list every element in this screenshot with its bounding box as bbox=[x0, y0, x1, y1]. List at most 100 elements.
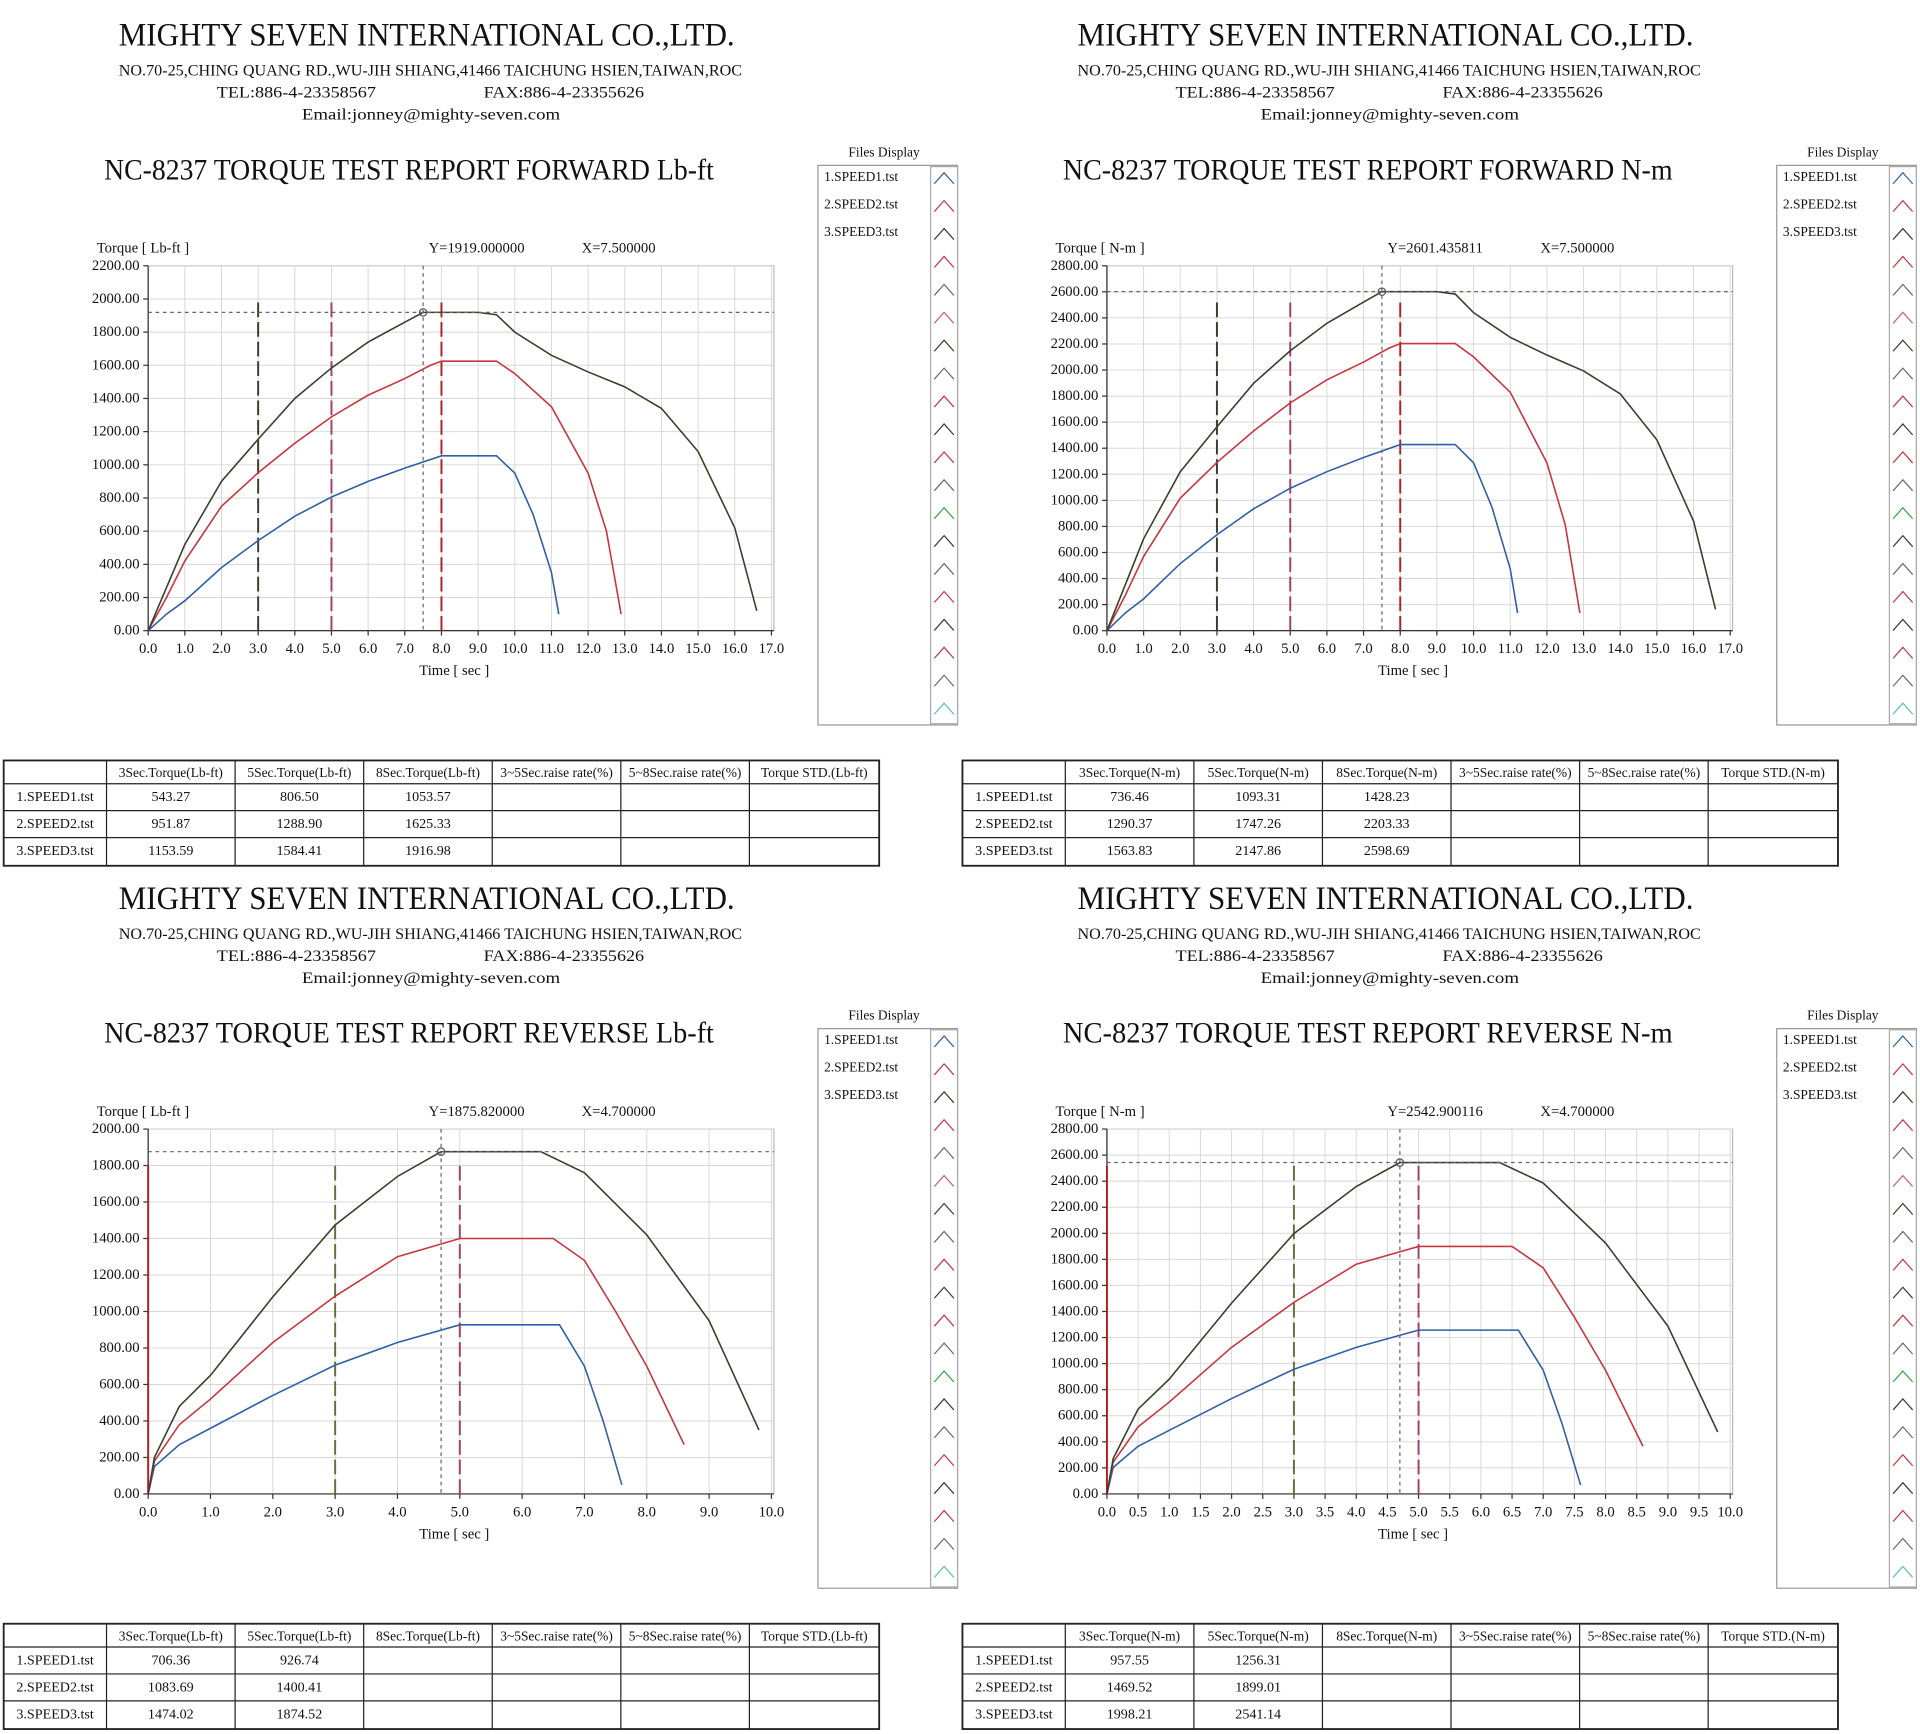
x-tick-label: 5.0 bbox=[1409, 1504, 1427, 1520]
file-icon bbox=[1892, 646, 1914, 659]
table-frame bbox=[2, 1622, 881, 1730]
x-tick-label: 5.0 bbox=[322, 641, 340, 657]
file-icon bbox=[933, 1397, 955, 1411]
y-tick-label: 2400.00 bbox=[1051, 1173, 1099, 1189]
y-tick-label: 1000.00 bbox=[1051, 492, 1099, 508]
x-tick-label: 8.0 bbox=[638, 1504, 656, 1520]
x-tick-label: 10.0 bbox=[502, 641, 528, 657]
file-icon bbox=[933, 1565, 955, 1578]
file-icon bbox=[933, 199, 955, 213]
x-tick-label: 2.5 bbox=[1254, 1504, 1272, 1520]
x-tick-label: 3.0 bbox=[1285, 1504, 1303, 1520]
y-tick-label: 2200.00 bbox=[1051, 1199, 1099, 1215]
table-cell: 1153.59 bbox=[148, 843, 193, 859]
company-fax: FAX:886-4-23355626 bbox=[484, 948, 644, 965]
y-tick-label: 800.00 bbox=[99, 490, 139, 506]
legend-entry: 3.SPEED3.tst bbox=[824, 224, 898, 239]
file-icon bbox=[933, 367, 955, 380]
company-address: NO.70-25,CHING QUANG RD.,WU-JIH SHIANG,4… bbox=[119, 926, 742, 943]
table-row-name: 1.SPEED1.tst bbox=[16, 789, 94, 805]
y-tick-label: 2000.00 bbox=[1051, 362, 1099, 378]
y-tick-label: 200.00 bbox=[1058, 597, 1098, 613]
x-tick-label: 12.0 bbox=[1534, 641, 1560, 657]
x-tick-label: 6.0 bbox=[1318, 641, 1336, 657]
cursor-x-label: X=7.500000 bbox=[582, 241, 656, 257]
file-icon bbox=[933, 702, 955, 715]
file-icon bbox=[933, 395, 955, 408]
y-tick-label: 400.00 bbox=[99, 556, 139, 572]
file-icon bbox=[1892, 562, 1914, 575]
x-tick-label: 4.0 bbox=[388, 1504, 406, 1520]
company-fax: FAX:886-4-23355626 bbox=[1442, 85, 1602, 102]
table-header-cell: 3~5Sec.raise rate(%) bbox=[500, 1628, 613, 1643]
table-header-cell: Torque STD.(Lb-ft) bbox=[761, 1628, 868, 1643]
file-icon bbox=[933, 674, 955, 687]
table-cell: 2203.33 bbox=[1364, 816, 1410, 832]
file-icon bbox=[933, 646, 955, 659]
x-tick-label: 0.0 bbox=[1098, 641, 1116, 657]
cursor-y-label: Y=2601.435811 bbox=[1387, 241, 1482, 257]
company-email: Email:jonney@mighty-seven.com bbox=[1261, 970, 1520, 987]
x-tick-label: 10.0 bbox=[1717, 1504, 1743, 1520]
files-icon-column bbox=[930, 1029, 959, 1588]
legend-entry: 2.SPEED2.tst bbox=[1783, 196, 1857, 211]
x-tick-label: 1.0 bbox=[1134, 641, 1152, 657]
cursor-y-label: Y=2542.900116 bbox=[1387, 1104, 1482, 1120]
table-cell: 806.50 bbox=[280, 789, 319, 805]
x-tick-label: 6.0 bbox=[359, 641, 377, 657]
file-icon bbox=[933, 171, 955, 185]
file-icon bbox=[1892, 1425, 1914, 1439]
table-header-cell: Torque STD.(N-m) bbox=[1721, 1628, 1825, 1643]
legend-entry: 1.SPEED1.tst bbox=[824, 169, 898, 184]
y-tick-label: 1200.00 bbox=[1051, 1330, 1099, 1346]
x-tick-label: 3.0 bbox=[326, 1504, 344, 1520]
company-address: NO.70-25,CHING QUANG RD.,WU-JIH SHIANG,4… bbox=[1078, 63, 1701, 80]
file-icon bbox=[1892, 1481, 1914, 1495]
cursor-y-label: Y=1875.820000 bbox=[429, 1104, 525, 1120]
company-tel: TEL:886-4-23358567 bbox=[217, 948, 376, 965]
table-header-cell: 5~8Sec.raise rate(%) bbox=[1588, 1628, 1701, 1643]
table-cell: 1288.90 bbox=[277, 816, 323, 832]
y-tick-label: 1000.00 bbox=[92, 1303, 140, 1319]
files-display-title: Files Display bbox=[1807, 144, 1879, 159]
file-icon bbox=[933, 1509, 955, 1523]
table-cell: 1290.37 bbox=[1107, 816, 1153, 832]
table-header-cell: 3~5Sec.raise rate(%) bbox=[1459, 1628, 1572, 1643]
table-header-cell: 8Sec.Torque(Lb-ft) bbox=[376, 765, 480, 780]
files-display-title: Files Display bbox=[848, 144, 920, 159]
report-panel: MIGHTY SEVEN INTERNATIONAL CO.,LTD. NO.70… bbox=[2, 881, 959, 1730]
files-display-title: Files Display bbox=[848, 1008, 920, 1023]
x-tick-label: 17.0 bbox=[1717, 641, 1743, 657]
table-header-cell: 8Sec.Torque(N-m) bbox=[1336, 765, 1437, 780]
legend-entry: 2.SPEED2.tst bbox=[824, 1060, 898, 1075]
x-tick-label: 7.0 bbox=[396, 641, 414, 657]
y-tick-label: 200.00 bbox=[99, 590, 139, 606]
company-name: MIGHTY SEVEN INTERNATIONAL CO.,LTD. bbox=[1078, 881, 1694, 917]
table-cell: 1256.31 bbox=[1235, 1652, 1281, 1668]
x-tick-label: 0.0 bbox=[1098, 1504, 1116, 1520]
y-tick-label: 1800.00 bbox=[92, 324, 140, 340]
x-axis-label: Time [ sec ] bbox=[1378, 663, 1448, 679]
company-name: MIGHTY SEVEN INTERNATIONAL CO.,LTD. bbox=[1078, 18, 1694, 54]
file-icon bbox=[933, 1314, 955, 1327]
table-cell: 1563.83 bbox=[1107, 843, 1153, 859]
cursor-x-label: X=7.500000 bbox=[1540, 241, 1614, 257]
file-icon bbox=[933, 1537, 955, 1550]
file-icon bbox=[1892, 1146, 1914, 1160]
series-line bbox=[147, 1150, 760, 1495]
y-tick-label: 1400.00 bbox=[1051, 440, 1099, 456]
x-axis-label: Time [ sec ] bbox=[1378, 1526, 1448, 1542]
table-header-cell: 3Sec.Torque(Lb-ft) bbox=[119, 1628, 223, 1643]
y-tick-label: 2600.00 bbox=[1051, 1147, 1099, 1163]
table-cell: 1400.41 bbox=[277, 1679, 323, 1695]
company-tel: TEL:886-4-23358567 bbox=[217, 85, 376, 102]
file-icon bbox=[1892, 478, 1914, 492]
x-tick-label: 9.0 bbox=[1428, 641, 1446, 657]
file-icon bbox=[1892, 1062, 1914, 1076]
x-tick-label: 3.0 bbox=[1208, 641, 1226, 657]
x-tick-label: 1.0 bbox=[176, 641, 194, 657]
x-tick-label: 4.0 bbox=[1347, 1504, 1365, 1520]
x-tick-label: 5.0 bbox=[1281, 641, 1299, 657]
file-icon bbox=[1892, 1230, 1914, 1243]
